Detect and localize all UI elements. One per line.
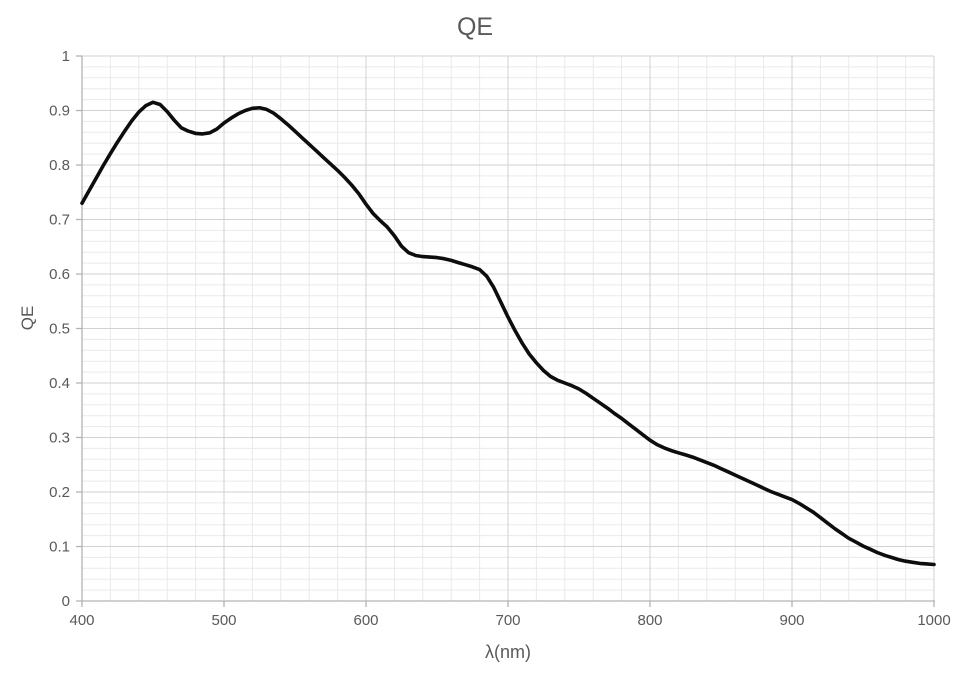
y-tick-label: 0.4 xyxy=(49,375,70,392)
y-tick-label: 0.2 xyxy=(49,484,70,501)
y-tick-label: 0.8 xyxy=(49,157,70,174)
y-tick-label: 0.5 xyxy=(49,321,70,338)
x-tick-label: 400 xyxy=(69,612,94,629)
x-tick-labels: 400 500 600 700 800 900 1000 xyxy=(69,612,950,629)
x-tick-label: 700 xyxy=(495,612,520,629)
qe-curve xyxy=(80,100,936,567)
y-tick-label: 1 xyxy=(62,48,70,65)
y-tick-label: 0.1 xyxy=(49,539,70,556)
y-tick-label: 0.3 xyxy=(49,430,70,447)
grid-major xyxy=(81,55,935,602)
x-tick-label: 500 xyxy=(211,612,236,629)
x-tick-label: 1000 xyxy=(917,612,950,629)
x-tick-label: 900 xyxy=(779,612,804,629)
x-tick-label: 800 xyxy=(637,612,662,629)
chart-title: QE xyxy=(456,13,494,41)
y-axis-title: QE xyxy=(18,305,37,331)
x-tick-label: 600 xyxy=(353,612,378,629)
axes xyxy=(76,55,935,607)
y-tick-label: 0 xyxy=(62,593,70,610)
y-tick-label: 0.6 xyxy=(49,266,70,283)
x-axis-title: λ(nm) xyxy=(485,642,531,662)
y-tick-label: 0.7 xyxy=(49,212,70,229)
y-tick-labels: 0 0.1 0.2 0.3 0.4 0.5 0.6 0.7 0.8 0.9 1 xyxy=(49,48,70,610)
y-tick-label: 0.9 xyxy=(49,103,70,120)
